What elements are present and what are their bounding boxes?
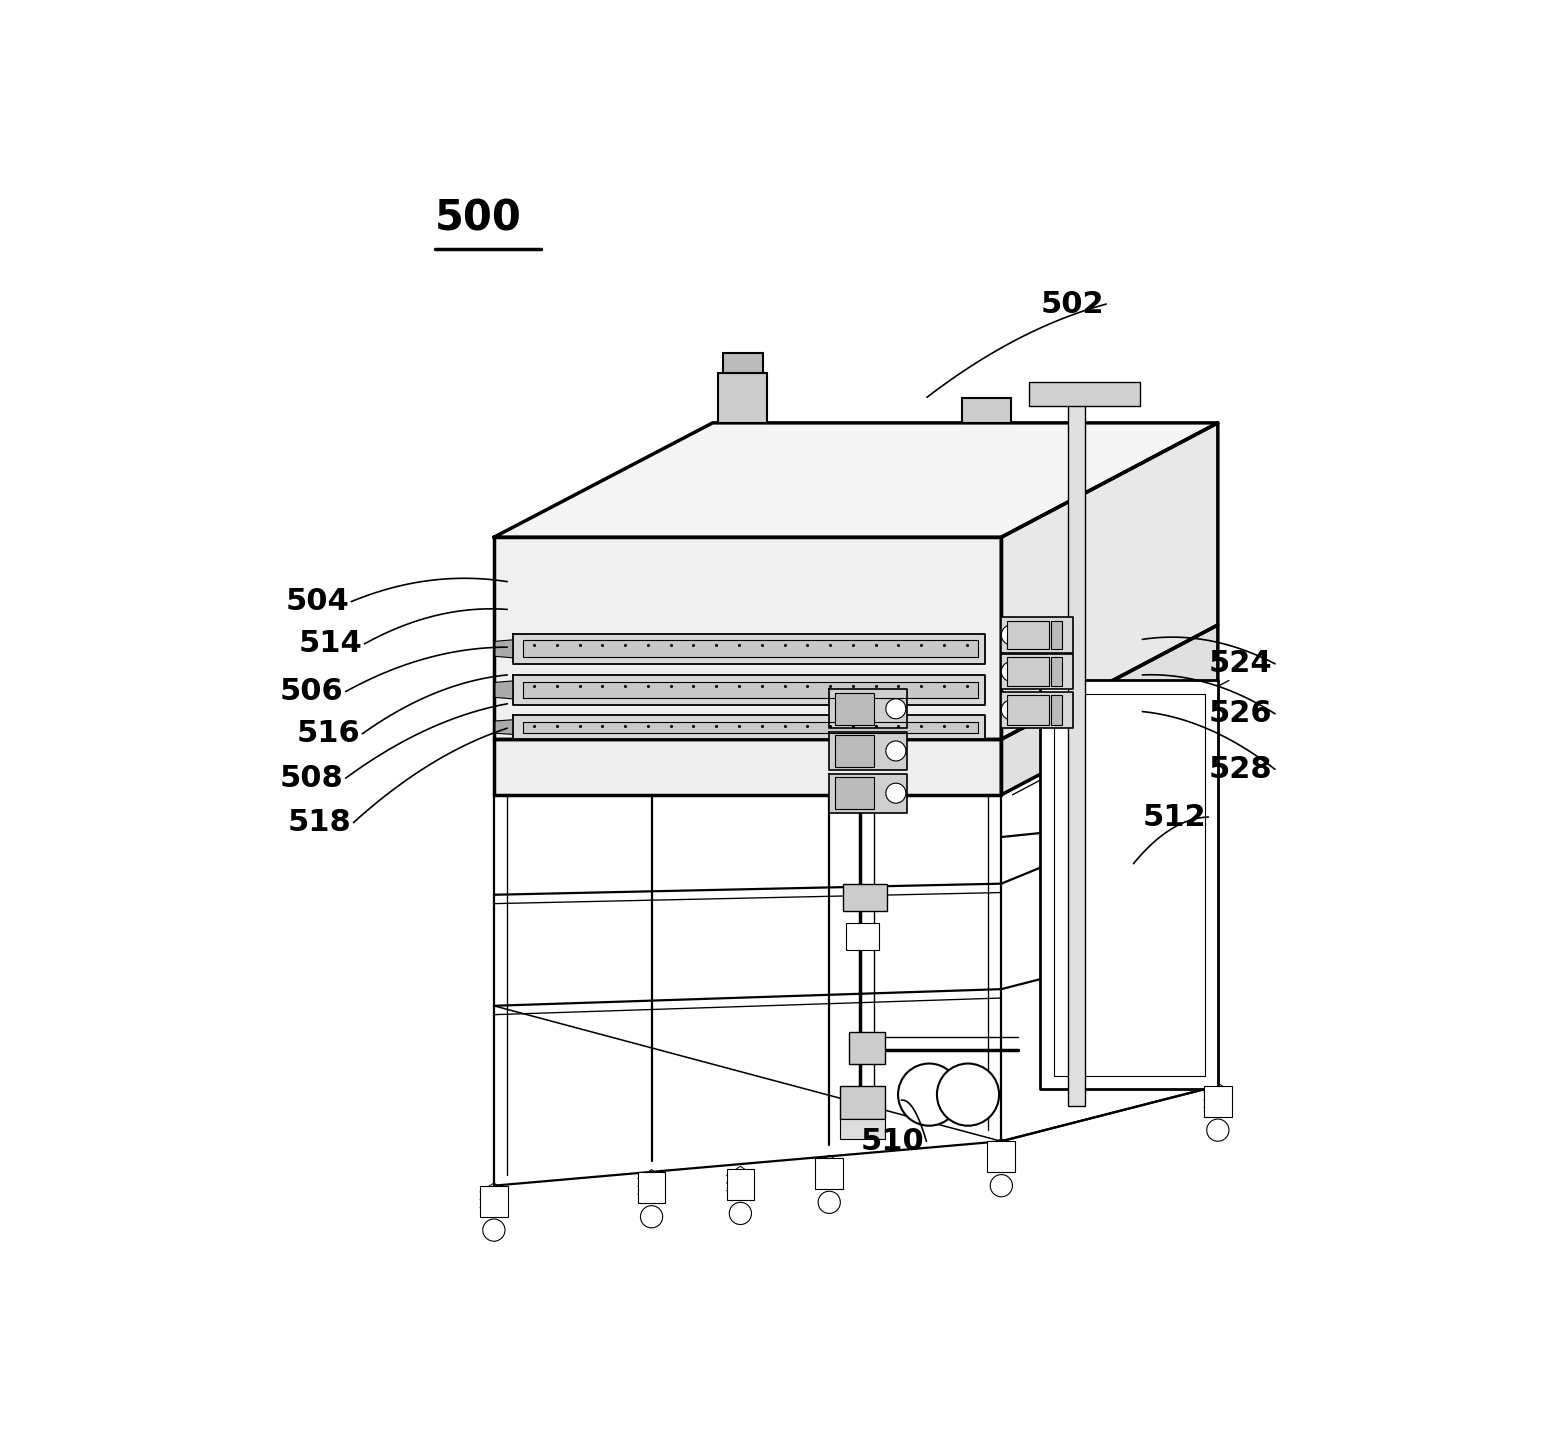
Polygon shape [512,715,985,740]
Bar [717,373,767,423]
Circle shape [898,1064,960,1126]
Text: 516: 516 [297,720,360,748]
Bar [988,1141,1016,1172]
Polygon shape [494,423,1218,538]
Circle shape [730,1203,752,1224]
Circle shape [885,741,905,761]
Polygon shape [523,721,978,733]
Polygon shape [523,682,978,698]
Text: 510: 510 [860,1126,924,1155]
Polygon shape [1041,681,1218,1089]
Polygon shape [495,681,512,699]
Bar [836,777,874,809]
Polygon shape [512,634,985,663]
Text: 512: 512 [1143,803,1207,832]
Bar [843,884,887,911]
Bar [840,1119,885,1139]
Polygon shape [523,640,978,658]
Bar [849,1032,885,1064]
Circle shape [991,1175,1013,1197]
Bar [1006,695,1050,725]
Polygon shape [1002,692,1073,728]
Text: 526: 526 [1208,699,1272,728]
Polygon shape [495,720,512,734]
Text: 518: 518 [287,808,351,838]
Text: 508: 508 [280,764,343,793]
Bar [1051,620,1062,649]
Circle shape [936,1064,999,1126]
Bar [1051,695,1062,725]
Polygon shape [512,675,985,705]
Bar [1006,620,1050,649]
Polygon shape [1053,694,1205,1076]
Text: 514: 514 [298,629,362,659]
Bar [815,1158,843,1190]
Circle shape [885,783,905,803]
Bar [836,692,874,725]
Circle shape [885,699,905,718]
Circle shape [1002,662,1022,682]
Bar [1030,382,1140,407]
Polygon shape [1002,423,1218,740]
Bar [1204,1086,1232,1116]
Text: 500: 500 [435,198,522,239]
Polygon shape [1002,624,1218,795]
Bar [840,1086,885,1119]
Polygon shape [1002,617,1073,653]
Text: 524: 524 [1208,649,1272,678]
Bar [638,1172,665,1204]
Polygon shape [1002,653,1073,689]
Polygon shape [829,731,907,770]
Bar [1006,658,1050,686]
Bar [846,923,879,950]
Bar [480,1185,508,1217]
Circle shape [1002,624,1022,645]
Text: 504: 504 [286,587,349,616]
Circle shape [483,1218,505,1242]
Bar [963,398,1011,423]
Circle shape [1207,1119,1228,1141]
Polygon shape [829,689,907,728]
Polygon shape [494,538,1002,740]
Bar [727,1169,755,1200]
Text: 502: 502 [1041,290,1104,319]
Bar [1051,658,1062,686]
Text: 528: 528 [1208,754,1272,784]
Bar [722,353,763,373]
Text: 506: 506 [280,678,343,707]
Circle shape [640,1206,663,1229]
Polygon shape [495,640,512,658]
Polygon shape [494,740,1002,795]
Circle shape [818,1191,840,1213]
Circle shape [1002,699,1022,720]
Bar [836,735,874,767]
Polygon shape [829,774,907,813]
Bar [1068,384,1084,1106]
